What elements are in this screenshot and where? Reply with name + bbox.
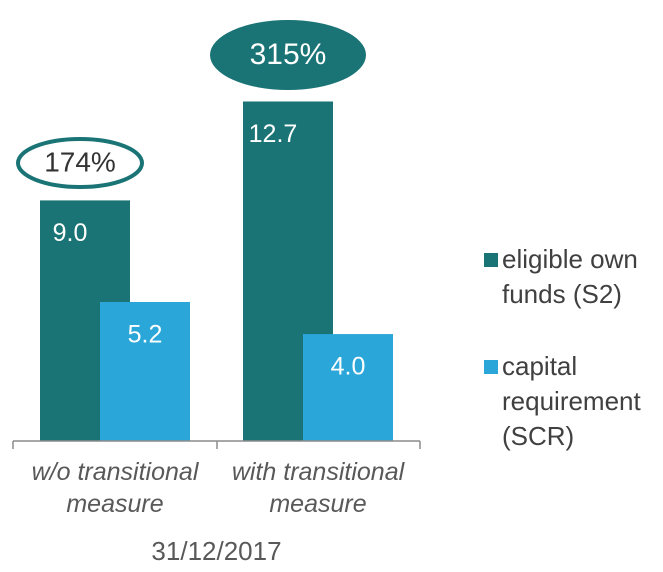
bar — [303, 334, 393, 441]
x-axis-label: 31/12/2017 — [151, 536, 282, 566]
value-label: 4.0 — [331, 353, 366, 381]
value-label: 5.2 — [128, 321, 163, 349]
annotation: 315% — [250, 38, 327, 71]
x-tick-label: with transitional measure — [231, 458, 405, 518]
legend-swatch — [484, 360, 498, 374]
legend-label: eligible own funds (S2) — [502, 244, 638, 309]
x-tick-label: w/o transitional measure — [31, 458, 199, 518]
value-label: 9.0 — [53, 219, 88, 247]
annotation: 174% — [44, 146, 116, 177]
bar — [100, 301, 190, 441]
annotation-ellipse — [210, 20, 366, 90]
legend-swatch — [484, 253, 498, 267]
value-label: 12.7 — [249, 120, 298, 148]
annotation-ellipse — [16, 137, 144, 189]
legend-label: capital requirement (SCR) — [502, 351, 641, 451]
